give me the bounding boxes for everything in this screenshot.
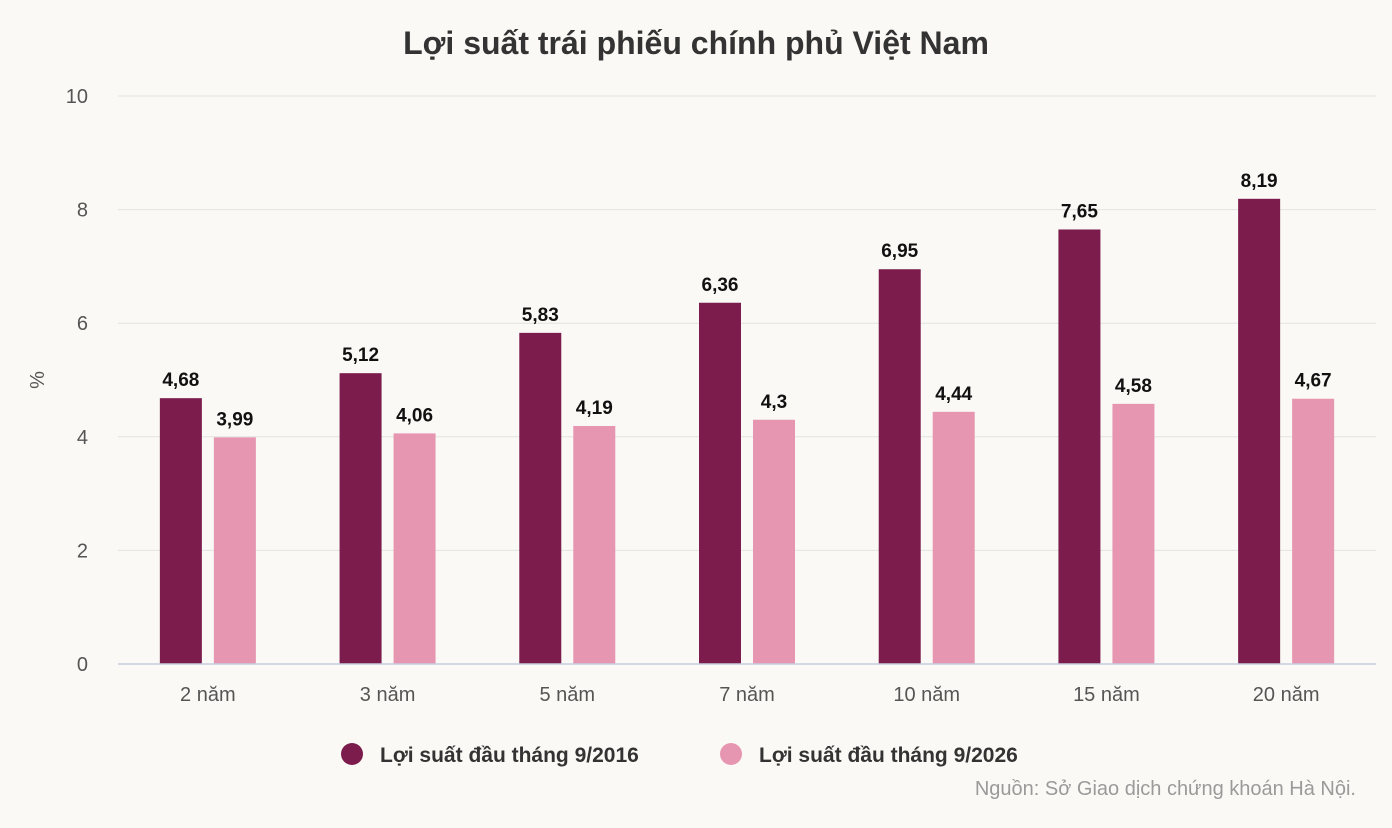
bar-series-1 [159,398,202,664]
y-tick-label: 4 [77,427,88,449]
data-labels: 4,68 3,99 5,12 4,06 5,83 4,19 6,36 4,3 6,95 4,44 7… [162,171,1331,431]
y-tick-label: 6 [77,313,88,335]
legend: Lợi suất đầu tháng 9/2016 Lợi suất đầu th… [341,743,1018,767]
bars [159,198,1335,665]
data-label: 5,12 [342,345,379,366]
data-label: 4,67 [1295,371,1332,392]
x-tick-label: 5 năm [539,684,595,706]
data-label: 4,06 [396,405,433,426]
gridlines [118,95,1376,551]
data-label: 4,19 [576,398,613,419]
bar-series-1 [878,269,921,664]
bar-series-2 [1292,398,1335,664]
x-tick-label: 15 năm [1073,684,1140,706]
x-tick-label: 7 năm [719,684,775,706]
chart-title: Lợi suất trái phiếu chính phủ Việt Nam [403,25,989,61]
legend-label: Lợi suất đầu tháng 9/2026 [759,744,1018,767]
y-axis-ticks: 0 2 4 6 8 10 [66,86,88,676]
bar-series-2 [393,433,436,664]
data-label: 7,65 [1061,201,1098,222]
bar-series-2 [573,426,616,664]
bar-series-2 [932,411,975,664]
x-tick-label: 20 năm [1253,684,1320,706]
legend-item[interactable]: Lợi suất đầu tháng 9/2026 [720,743,1018,767]
legend-swatch [720,743,742,765]
y-axis-label: % [27,371,49,389]
data-label: 4,44 [935,384,972,405]
bar-series-2 [1112,403,1155,664]
data-label: 8,19 [1241,171,1278,192]
x-tick-label: 2 năm [180,684,236,706]
data-label: 6,95 [881,241,918,262]
legend-label: Lợi suất đầu tháng 9/2016 [380,744,639,767]
source-note: Nguồn: Sở Giao dịch chứng khoán Hà Nội. [975,778,1356,800]
data-label: 4,3 [761,392,787,413]
bar-series-1 [519,332,562,664]
data-label: 4,68 [162,370,199,391]
y-tick-label: 10 [66,86,88,108]
bar-series-2 [753,419,795,664]
data-label: 3,99 [216,409,253,430]
bar-series-1 [339,373,382,664]
data-label: 5,83 [522,305,559,326]
y-tick-label: 0 [77,654,88,676]
x-axis-ticks: 2 năm 3 năm 5 năm 7 năm 10 năm 15 năm 20 năm [180,684,1319,706]
y-tick-label: 2 [77,540,88,562]
data-label: 6,36 [702,275,739,296]
legend-swatch [341,743,363,765]
bar-series-1 [699,302,741,664]
legend-item[interactable]: Lợi suất đầu tháng 9/2016 [341,743,639,767]
x-tick-label: 3 năm [360,684,416,706]
bar-series-1 [1058,229,1101,665]
x-tick-label: 10 năm [893,684,960,706]
bar-series-1 [1238,198,1281,665]
y-tick-label: 8 [77,200,88,222]
bar-series-2 [213,437,256,664]
data-label: 4,58 [1115,376,1152,397]
